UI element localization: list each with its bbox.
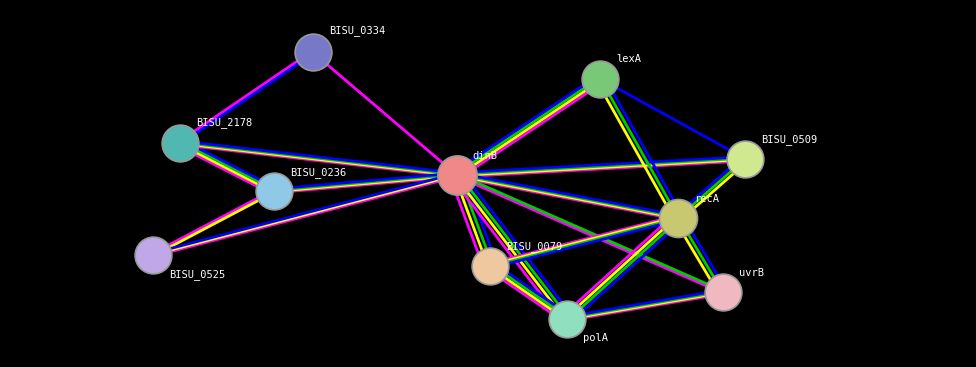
Text: polA: polA — [583, 333, 608, 343]
Point — [266, 188, 282, 194]
Point — [482, 263, 498, 269]
Point — [305, 50, 321, 55]
Text: dinB: dinB — [472, 151, 498, 161]
Text: recA: recA — [695, 194, 719, 204]
Text: uvrB: uvrB — [739, 268, 764, 278]
Text: BISU_0525: BISU_0525 — [169, 269, 225, 280]
Text: lexA: lexA — [617, 54, 641, 63]
Point — [172, 140, 187, 146]
Point — [671, 215, 686, 221]
Text: BISU_0236: BISU_0236 — [290, 167, 346, 178]
Point — [714, 289, 730, 295]
Point — [449, 172, 465, 178]
Point — [592, 76, 608, 82]
Text: BISU_0334: BISU_0334 — [329, 25, 386, 36]
Point — [738, 156, 753, 162]
Text: BISU_0509: BISU_0509 — [761, 134, 818, 145]
Point — [145, 252, 161, 258]
Text: BISU_2178: BISU_2178 — [196, 117, 252, 128]
Text: BISU_0079: BISU_0079 — [507, 241, 562, 252]
Point — [559, 316, 575, 321]
